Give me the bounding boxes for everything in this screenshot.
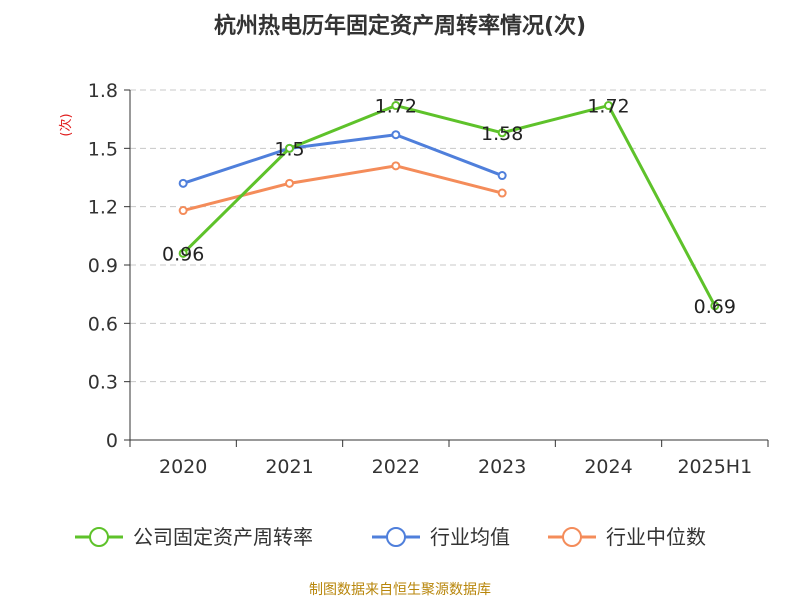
- grid-lines: [130, 89, 768, 383]
- data-point[interactable]: [178, 178, 188, 188]
- legend-item[interactable]: 行业均值: [372, 525, 510, 549]
- legend-label: 公司固定资产周转率: [133, 525, 313, 549]
- data-point[interactable]: [604, 101, 613, 111]
- data-labels: 0.96 1.5 1.72 1.58 1.72 0.69: [162, 96, 736, 318]
- data-point[interactable]: [391, 101, 401, 111]
- series-lines: [178, 101, 720, 311]
- series-line: [182, 104, 717, 307]
- source-note: 制图数据来自恒生聚源数据库: [309, 582, 491, 598]
- legend-item[interactable]: 行业中位数: [548, 525, 706, 549]
- data-point[interactable]: [497, 128, 507, 138]
- legend-marker: [89, 527, 109, 547]
- x-tick-label: 2020: [159, 456, 207, 478]
- legend-label: 行业中位数: [606, 525, 706, 549]
- data-point[interactable]: [497, 171, 507, 181]
- y-tick-label: 1.5: [88, 138, 118, 160]
- data-label: 0.96: [162, 243, 204, 265]
- data-label: 1.5: [274, 138, 304, 160]
- y-tick-label: 0.9: [88, 255, 118, 277]
- data-point[interactable]: [178, 206, 188, 216]
- data-point[interactable]: [391, 130, 401, 140]
- legend-label: 行业均值: [430, 525, 510, 549]
- y-tick-label: 1.8: [88, 80, 118, 102]
- y-tick-label: 0.3: [88, 372, 118, 394]
- data-label: 1.58: [481, 123, 523, 145]
- legend[interactable]: 公司固定资产周转率 行业均值 行业中位数: [75, 525, 706, 549]
- data-label: 0.69: [694, 296, 736, 318]
- legend-item[interactable]: 公司固定资产周转率: [75, 525, 313, 549]
- legend-marker: [562, 527, 582, 547]
- y-tick-label: 0.6: [88, 313, 118, 335]
- data-point[interactable]: [285, 143, 294, 153]
- y-tick-label: 0: [106, 430, 118, 452]
- data-point[interactable]: [710, 301, 720, 311]
- x-tick-label: 2024: [584, 456, 632, 478]
- legend-marker: [386, 527, 406, 547]
- y-tick-label: 1.2: [88, 197, 118, 219]
- y-axis-label: (次): [58, 113, 74, 136]
- data-point[interactable]: [391, 161, 401, 171]
- x-tick-label: 2023: [478, 456, 526, 478]
- data-point[interactable]: [285, 178, 294, 188]
- series-line: [182, 164, 503, 213]
- axes: 0 0.3 0.6 0.9 1.2 1.5 1.8 2020 2021 2022 2023 2024 2…: [88, 80, 769, 478]
- data-label: 1.72: [375, 96, 417, 118]
- data-point[interactable]: [497, 188, 507, 198]
- data-point[interactable]: [178, 248, 188, 258]
- x-tick-label: 2025H1: [677, 456, 752, 478]
- chart-title: 杭州热电历年固定资产周转率情况(次): [214, 13, 586, 39]
- x-tick-label: 2021: [265, 456, 313, 478]
- x-tick-label: 2022: [372, 456, 420, 478]
- series-line: [182, 133, 503, 185]
- data-label: 1.72: [587, 96, 629, 118]
